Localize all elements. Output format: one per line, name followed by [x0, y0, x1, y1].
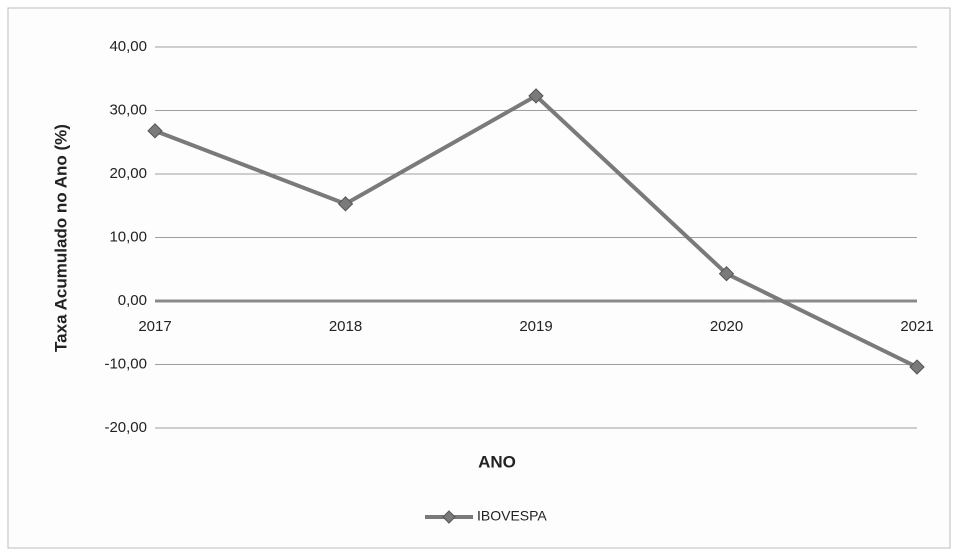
y-axis-title: Taxa Acumulado no Ano (%): [51, 124, 70, 352]
data-point: [528, 88, 544, 104]
data-point: [337, 196, 354, 212]
x-tick-label: 2019: [519, 318, 552, 335]
x-tick-label: 2021: [900, 318, 933, 335]
legend-label: IBOVESPA: [477, 508, 547, 524]
legend-marker: [442, 510, 456, 524]
y-tick-label: -10,00: [104, 355, 147, 372]
x-axis-title: ANO: [478, 452, 516, 471]
x-tick-label: 2017: [138, 318, 171, 335]
y-tick-label: -20,00: [104, 419, 147, 436]
x-tick-label: 2018: [329, 318, 362, 335]
y-tick-label: 10,00: [109, 228, 147, 245]
x-tick-label: 2020: [710, 318, 743, 335]
y-tick-label: 20,00: [109, 165, 147, 182]
data-point: [147, 123, 163, 139]
chart-frame: [7, 7, 951, 549]
y-tick-label: 40,00: [109, 38, 147, 55]
y-tick-label: 0,00: [118, 292, 147, 309]
y-tick-label: 30,00: [109, 101, 147, 118]
data-point: [909, 359, 925, 375]
data-point: [718, 265, 735, 282]
